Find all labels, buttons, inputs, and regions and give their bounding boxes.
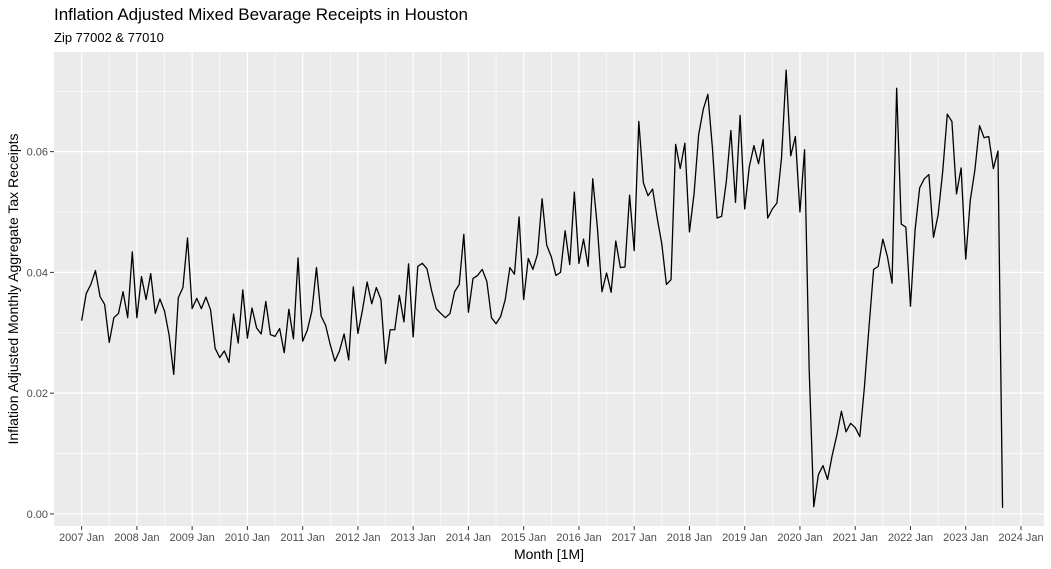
plot-panel — [54, 52, 1044, 526]
y-axis-title: Inflation Adjusted Monthly Aggregate Tax… — [5, 133, 21, 444]
minor-gridlines — [54, 52, 1044, 526]
x-tick-label: 2017 Jan — [612, 532, 657, 544]
x-tick-label: 2014 Jan — [446, 532, 491, 544]
x-tick-label: 2011 Jan — [280, 532, 324, 544]
y-tick-label: 0.00 — [27, 509, 48, 521]
x-tick-label: 2015 Jan — [501, 532, 546, 544]
x-tick-label: 2013 Jan — [391, 532, 436, 544]
x-tick-label: 2019 Jan — [722, 532, 767, 544]
y-tick-label: 0.04 — [27, 267, 48, 279]
y-tick-label: 0.06 — [27, 147, 48, 159]
x-axis-title: Month [1M] — [514, 546, 584, 562]
x-tick-label: 2008 Jan — [114, 532, 159, 544]
y-tick-label: 0.02 — [27, 388, 48, 400]
major-gridlines — [54, 52, 1044, 526]
y-axis: 0.00 0.02 0.04 0.06 — [27, 147, 54, 521]
x-tick-label: 2021 Jan — [833, 532, 878, 544]
x-tick-label: 2009 Jan — [170, 532, 215, 544]
x-tick-label: 2012 Jan — [335, 532, 380, 544]
x-tick-label: 2020 Jan — [777, 532, 822, 544]
x-tick-label: 2022 Jan — [888, 532, 933, 544]
chart-subtitle: Zip 77002 & 77010 — [54, 30, 164, 45]
x-tick-label: 2007 Jan — [59, 532, 104, 544]
x-axis: 2007 Jan 2008 Jan 2009 Jan 2010 Jan 2011 Jan… — [59, 526, 1044, 544]
chart-title: Inflation Adjusted Mixed Bevarage Receip… — [54, 5, 468, 24]
x-tick-label: 2023 Jan — [943, 532, 988, 544]
x-tick-label: 2018 Jan — [667, 532, 712, 544]
x-tick-label: 2010 Jan — [225, 532, 270, 544]
series-line — [80, 69, 1004, 508]
x-tick-label: 2016 Jan — [556, 532, 601, 544]
x-tick-label: 2024 Jan — [998, 532, 1043, 544]
